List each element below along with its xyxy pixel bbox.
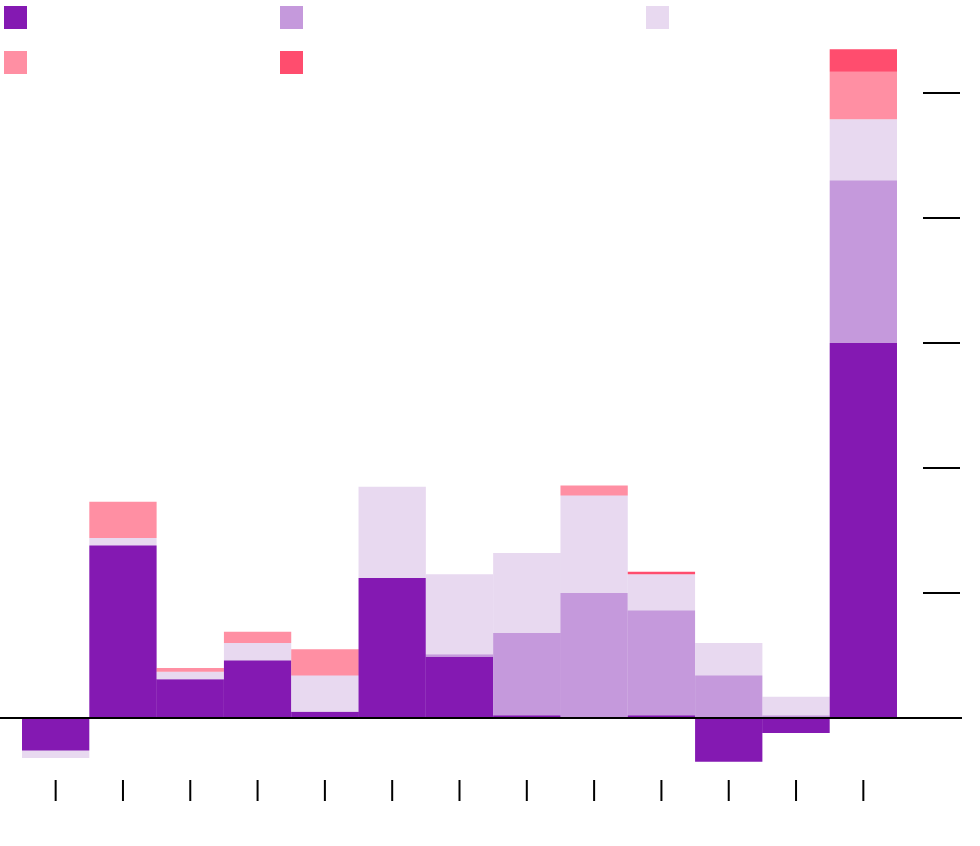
bar-segment xyxy=(291,711,359,718)
bar-segment xyxy=(829,343,897,718)
bar-segment xyxy=(223,631,292,643)
bar-segment xyxy=(493,715,561,718)
bar-segment xyxy=(223,660,292,718)
bar-segment xyxy=(627,574,696,611)
legend-swatch xyxy=(280,51,303,74)
bar-segment xyxy=(762,715,830,718)
bar-segment xyxy=(156,679,224,718)
bar-segment xyxy=(425,656,494,718)
bar-segment xyxy=(627,715,696,718)
bar-segment xyxy=(829,71,897,120)
bar-segment xyxy=(762,718,830,733)
bar-segment xyxy=(358,486,426,578)
legend-swatch xyxy=(280,6,303,29)
legend-swatch xyxy=(4,51,27,74)
bar-segment xyxy=(560,485,628,496)
bar-segment xyxy=(627,571,696,575)
bar-segment xyxy=(89,501,157,538)
bar-segment xyxy=(627,610,696,716)
legend-swatch xyxy=(4,6,27,29)
bar-segment xyxy=(291,675,359,712)
bar-segment xyxy=(829,180,897,343)
bar-segment xyxy=(829,119,897,181)
bar-segment xyxy=(560,593,628,718)
bar-segment xyxy=(156,671,224,680)
bar-segment xyxy=(695,643,763,676)
bar-segment xyxy=(358,578,426,718)
bar-segment xyxy=(829,49,897,72)
bar-segment xyxy=(89,538,157,546)
bar-segment xyxy=(425,574,494,655)
bar-segment xyxy=(560,495,628,593)
bar-segment xyxy=(695,675,763,718)
bar-segment xyxy=(223,643,292,661)
bar-segment xyxy=(89,545,157,718)
bar-segment xyxy=(695,718,763,762)
bar-segment xyxy=(762,696,830,716)
bar-segment xyxy=(291,649,359,676)
bar-segment xyxy=(493,553,561,633)
bar-segment xyxy=(493,633,561,716)
bar-segment xyxy=(22,750,90,758)
bar-segment xyxy=(156,668,224,672)
bar-segment xyxy=(425,654,494,657)
legend-swatch xyxy=(646,6,669,29)
bar-segment xyxy=(22,718,90,751)
